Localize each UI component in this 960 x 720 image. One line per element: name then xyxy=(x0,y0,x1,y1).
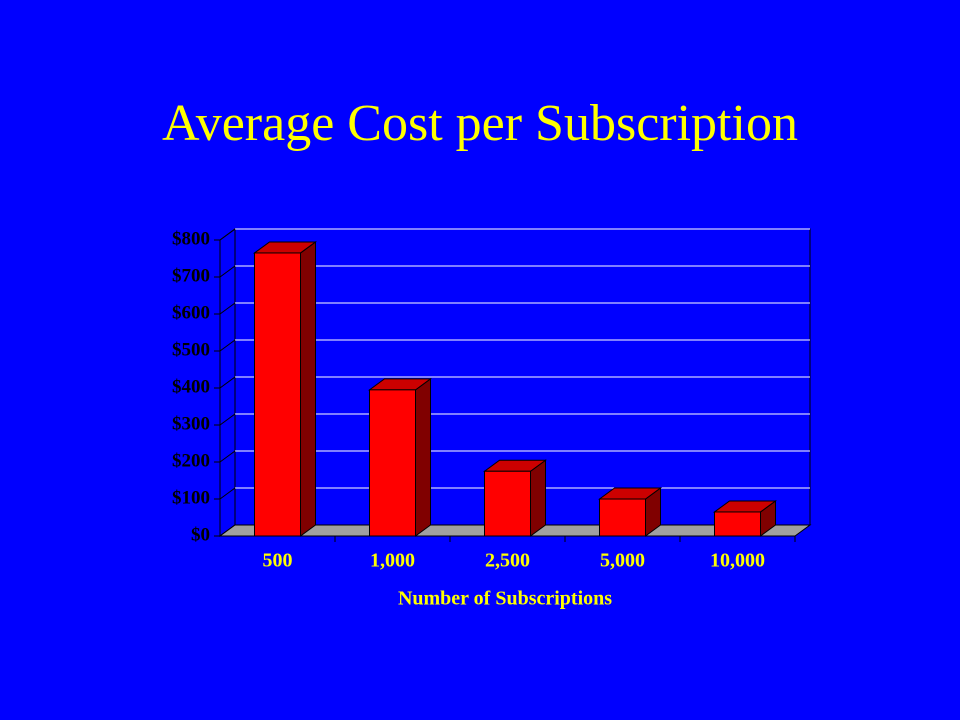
x-tick-label: 5,000 xyxy=(600,550,645,572)
y-tick-label: $500 xyxy=(172,339,210,360)
x-tick-label: 1,000 xyxy=(370,550,415,572)
bar-side xyxy=(300,240,316,537)
grid-line-side xyxy=(219,376,236,389)
y-tick-label: $200 xyxy=(172,450,210,471)
bar xyxy=(254,252,301,537)
bar xyxy=(599,498,646,537)
grid-line-side xyxy=(219,450,236,463)
x-tick-label: 10,000 xyxy=(710,550,765,572)
grid-line-side xyxy=(219,487,236,500)
y-tick-label: $700 xyxy=(172,265,210,286)
y-tick-label: $800 xyxy=(172,228,210,249)
chart-title: Average Cost per Subscription xyxy=(162,95,798,152)
grid-line-side xyxy=(219,302,236,315)
grid-line-side xyxy=(219,265,236,278)
bar-side xyxy=(415,377,431,537)
x-tick-label: 500 xyxy=(263,550,293,572)
y-tick-label: $300 xyxy=(172,413,210,434)
y-tick-label: $0 xyxy=(191,524,210,545)
grid-line-side xyxy=(219,339,236,352)
x-axis-title: Number of Subscriptions xyxy=(398,588,612,610)
y-tick-label: $100 xyxy=(172,487,210,508)
bar xyxy=(714,511,761,537)
y-tick-label: $600 xyxy=(172,302,210,323)
bar xyxy=(484,470,531,537)
grid-line-side xyxy=(219,413,236,426)
bar xyxy=(369,389,416,537)
y-tick-label: $400 xyxy=(172,376,210,397)
bar-side xyxy=(530,459,546,537)
grid-line-side xyxy=(219,228,236,241)
x-tick-label: 2,500 xyxy=(485,550,530,572)
